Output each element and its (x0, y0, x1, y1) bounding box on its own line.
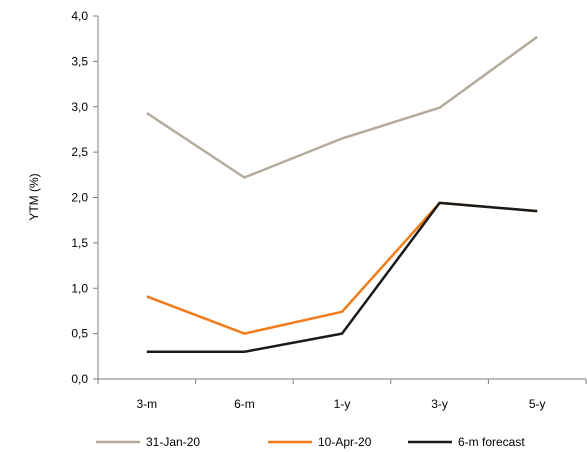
legend-label: 6-m forecast (458, 435, 525, 449)
legend: 31-Jan-20 10-Apr-20 6-m forecast (96, 435, 525, 449)
x-tick-label: 3-m (136, 397, 157, 411)
y-tick-label: 4,0 (71, 9, 88, 23)
x-tick-label: 6-m (234, 397, 255, 411)
series (146, 35, 538, 354)
x-tick-label: 1-y (334, 397, 351, 411)
y-tick-label: 2,0 (71, 191, 88, 205)
y-tick-label: 0,0 (71, 372, 88, 386)
x-ticks: 3-m 6-m 1-y 3-y 5-y (97, 379, 587, 411)
y-ticks: 0,0 0,5 1,0 1,5 2,0 2,5 3,0 3,5 4,0 (71, 9, 98, 386)
legend-label: 10-Apr-20 (318, 435, 372, 449)
y-tick-label: 3,5 (71, 54, 88, 68)
series-line-1 (146, 35, 538, 179)
y-tick-label: 1,0 (71, 281, 88, 295)
y-tick-label: 0,5 (71, 327, 88, 341)
legend-label: 31-Jan-20 (146, 435, 200, 449)
y-tick-label: 3,0 (71, 100, 88, 114)
y-tick-label: 2,5 (71, 145, 88, 159)
axes (97, 16, 586, 380)
series-line-2 (146, 201, 538, 335)
y-axis-title: YTM (%) (27, 173, 41, 220)
x-tick-label: 5-y (529, 397, 546, 411)
y-tick-label: 1,5 (71, 236, 88, 250)
series-line-3 (146, 201, 538, 354)
x-tick-label: 3-y (431, 397, 448, 411)
